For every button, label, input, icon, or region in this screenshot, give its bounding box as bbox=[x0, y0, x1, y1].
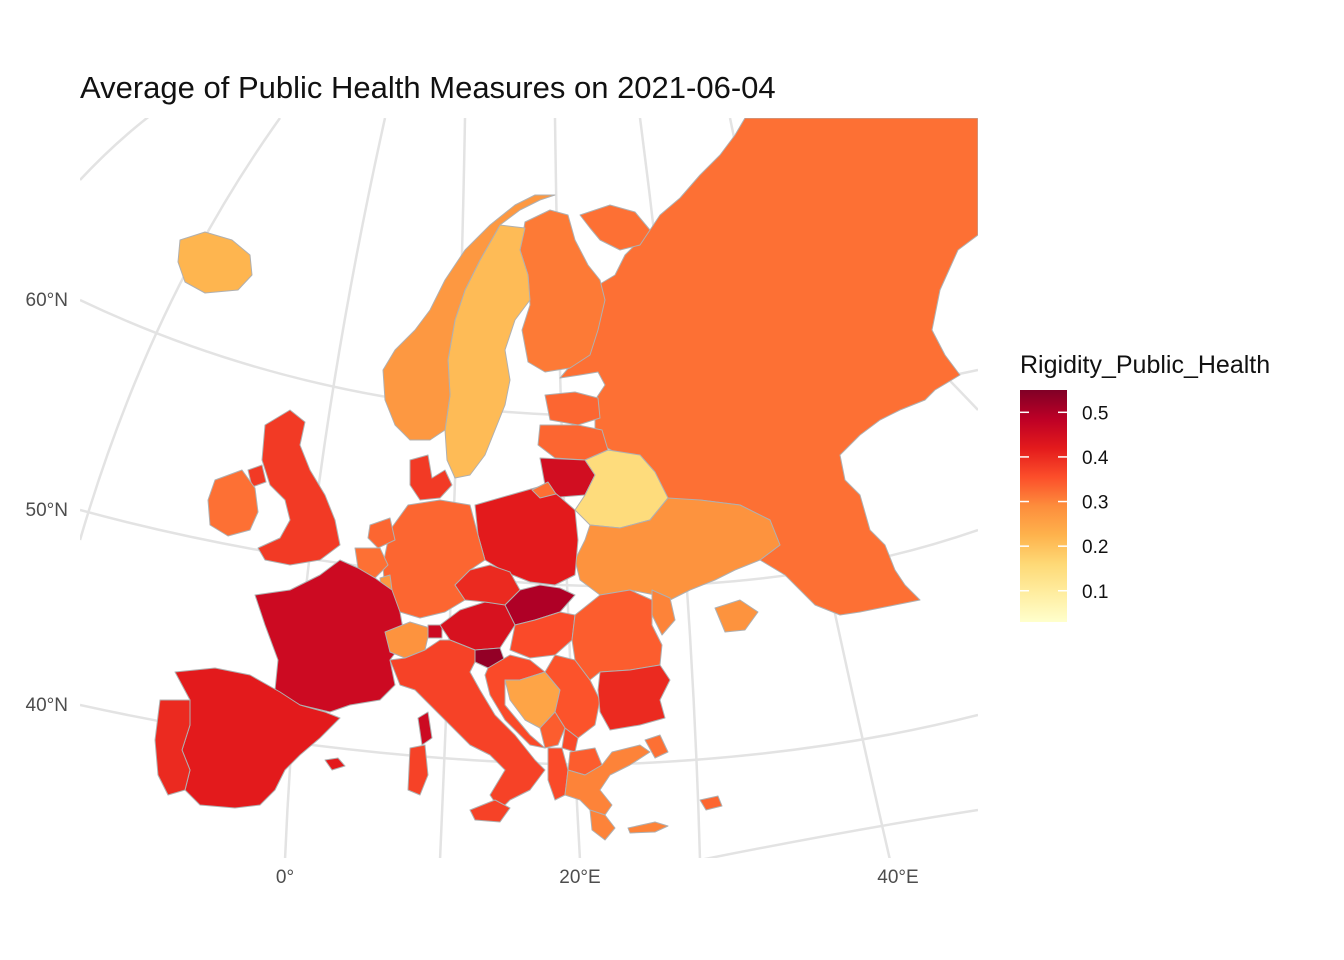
country-estonia bbox=[544, 391, 601, 426]
country-sardinia bbox=[407, 744, 429, 796]
lat-axis: 60°N 50°N 40°N bbox=[26, 290, 68, 716]
countries-layer bbox=[154, 118, 978, 841]
country-bulgaria bbox=[597, 664, 671, 731]
country-finland bbox=[519, 209, 606, 373]
legend-tick-label: 0.3 bbox=[1082, 493, 1108, 514]
country-liechtenstein bbox=[427, 624, 443, 639]
graticule-lon-m10 bbox=[80, 118, 282, 541]
legend-tick-label: 0.1 bbox=[1082, 582, 1108, 603]
country-corsica bbox=[417, 711, 433, 746]
country-uk bbox=[257, 409, 341, 566]
country-portugal bbox=[154, 699, 191, 796]
country-ireland bbox=[207, 469, 259, 537]
country-russia-kola bbox=[579, 204, 651, 251]
legend-colorbar bbox=[1020, 390, 1067, 622]
lat-label-40: 40°N bbox=[26, 695, 68, 716]
lat-label-60: 60°N bbox=[26, 290, 68, 311]
country-croatia bbox=[484, 654, 546, 749]
map-title: Average of Public Health Measures on 202… bbox=[80, 70, 776, 105]
country-belgium bbox=[354, 547, 389, 579]
legend-title: Rigidity_Public_Health bbox=[1020, 351, 1270, 379]
graticule-lat-35 bbox=[703, 808, 978, 858]
country-crete bbox=[627, 821, 669, 834]
country-netherlands bbox=[367, 517, 396, 549]
country-montenegro bbox=[539, 711, 566, 749]
country-crimea bbox=[714, 599, 759, 633]
lon-label-20e: 20°E bbox=[559, 867, 600, 888]
country-greece-peloponnese bbox=[589, 809, 616, 841]
lon-axis: 0° 20°E 40°E bbox=[276, 867, 919, 888]
legend-ticks: 0.5 0.4 0.3 0.2 0.1 bbox=[1020, 403, 1109, 603]
country-ukraine bbox=[574, 497, 781, 601]
country-cyprus bbox=[699, 795, 723, 811]
lat-label-50: 50°N bbox=[26, 500, 68, 521]
country-denmark bbox=[409, 454, 453, 501]
map-panel bbox=[80, 118, 978, 858]
lon-label-0: 0° bbox=[276, 867, 294, 888]
legend-tick-label: 0.5 bbox=[1082, 403, 1108, 424]
country-balearics bbox=[324, 757, 346, 771]
legend-tick-label: 0.2 bbox=[1082, 537, 1108, 558]
lon-label-40e: 40°E bbox=[877, 867, 918, 888]
country-france bbox=[254, 559, 406, 713]
legend-tick-label: 0.4 bbox=[1082, 448, 1109, 469]
country-norway bbox=[382, 194, 556, 441]
country-italy bbox=[389, 639, 546, 811]
country-sicily bbox=[469, 799, 511, 823]
color-legend: Rigidity_Public_Health 0.5 0.4 0.3 0.2 0.1 bbox=[1020, 351, 1270, 622]
country-turkey bbox=[644, 734, 669, 759]
country-iceland bbox=[177, 231, 253, 294]
country-kaliningrad bbox=[531, 481, 557, 499]
